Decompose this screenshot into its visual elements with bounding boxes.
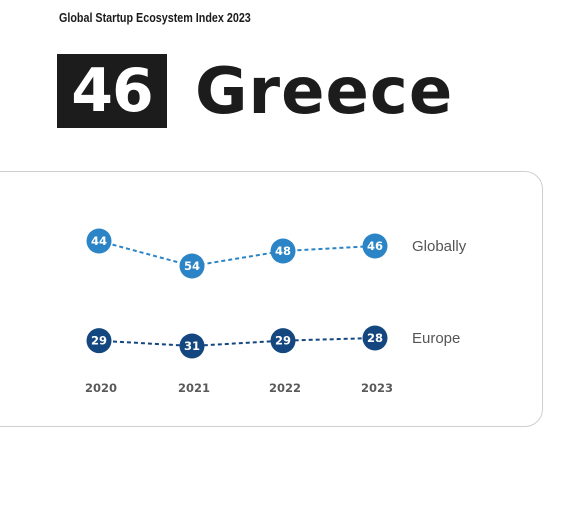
data-point-europe-2021 [179, 333, 205, 359]
x-tick-2023: 2023 [361, 381, 393, 395]
data-label-globally-2021: 54 [184, 259, 200, 273]
data-point-globally-2021 [179, 253, 205, 279]
data-label-europe-2022: 29 [275, 334, 291, 348]
report-title: Global Startup Ecosystem Index 2023 [59, 11, 251, 25]
series-label-globally: Globally [412, 238, 467, 255]
data-point-globally-2023 [362, 233, 388, 259]
rank-badge: 46 [57, 54, 167, 128]
x-tick-2021: 2021 [178, 381, 210, 395]
series-line-europe [98, 337, 376, 348]
data-point-europe-2020 [86, 328, 112, 354]
data-label-globally-2020: 44 [91, 234, 107, 248]
data-label-globally-2023: 46 [367, 239, 383, 253]
series-line-globally [98, 240, 376, 268]
data-point-globally-2022 [270, 238, 296, 264]
data-point-europe-2023 [362, 325, 388, 351]
x-tick-2022: 2022 [269, 381, 301, 395]
data-label-europe-2021: 31 [184, 339, 200, 353]
country-name: Greece [195, 55, 454, 129]
series-label-europe: Europe [412, 330, 460, 347]
data-label-europe-2023: 28 [367, 331, 383, 345]
data-point-europe-2022 [270, 328, 296, 354]
x-tick-2020: 2020 [85, 381, 117, 395]
data-point-globally-2020 [86, 228, 112, 254]
data-label-globally-2022: 48 [275, 244, 291, 258]
chart-panel [0, 171, 543, 427]
data-label-europe-2020: 29 [91, 334, 107, 348]
